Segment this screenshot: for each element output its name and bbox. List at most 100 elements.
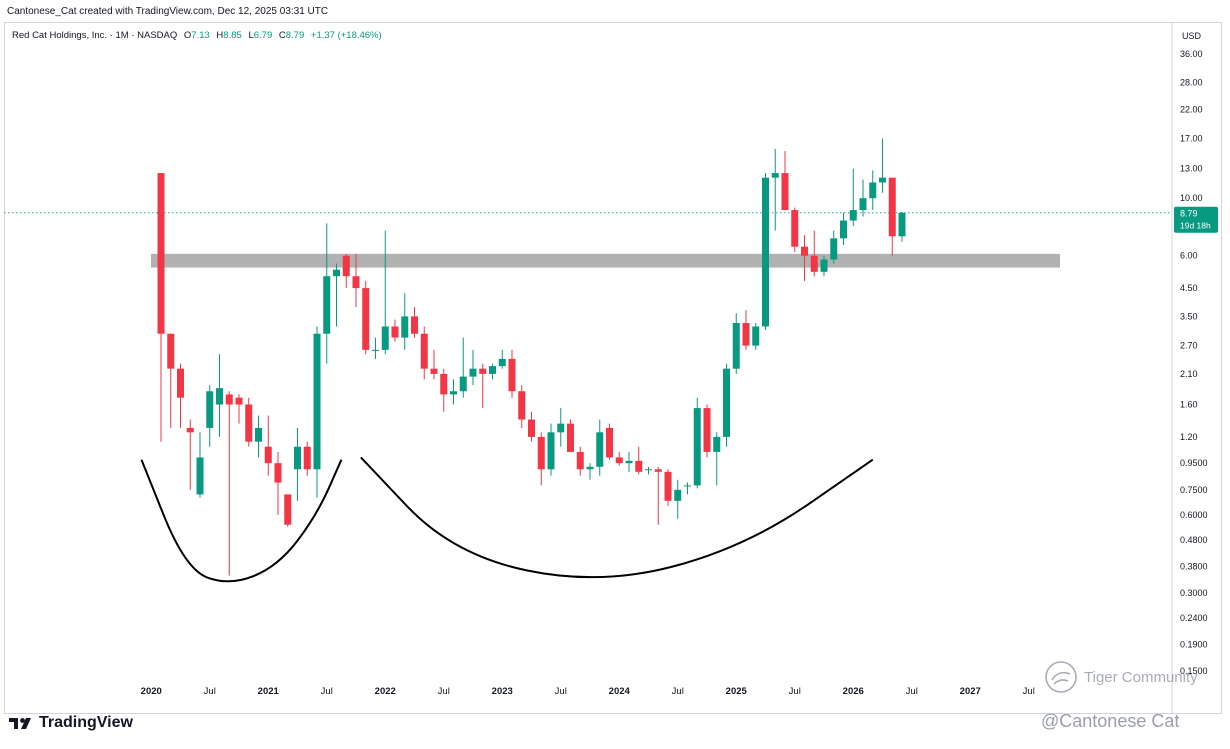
candle-body	[742, 323, 750, 346]
candle-body	[284, 494, 292, 525]
candle-body	[440, 373, 448, 395]
price-tick-label: 2.70	[1180, 341, 1198, 351]
cup-pattern-curve	[140, 459, 343, 583]
time-tick-label: 2025	[726, 686, 748, 697]
price-tick-label: 3.50	[1180, 311, 1198, 321]
price-tick-label: 10.00	[1180, 193, 1203, 203]
candle-body	[381, 326, 389, 350]
price-tick-label: 0.7500	[1180, 485, 1208, 495]
time-tick-label: Jul	[204, 686, 216, 697]
watermark-text: Tiger Community	[1084, 668, 1198, 686]
candle-body	[771, 173, 779, 178]
candle-body	[586, 466, 594, 470]
time-tick-label: Jul	[555, 686, 567, 697]
symbol-legend: Red Cat Holdings, Inc. · 1M · NASDAQ O7.…	[12, 30, 382, 41]
candle-body	[606, 427, 613, 458]
candle-body	[869, 182, 877, 199]
candle-body	[303, 446, 311, 470]
symbol-name[interactable]: Red Cat Holdings, Inc. · 1M · NASDAQ	[12, 30, 178, 41]
candle-body	[557, 423, 565, 433]
candle-body	[216, 388, 223, 405]
candle-body	[489, 366, 496, 374]
candle-body	[342, 255, 350, 277]
candle-body	[245, 404, 253, 442]
time-tick-label: Jul	[438, 686, 450, 697]
price-tick-label: 2.10	[1180, 369, 1198, 379]
candle-body	[528, 419, 535, 437]
candle-body	[294, 446, 301, 470]
candle-body	[362, 288, 370, 350]
price-tick-label: 1.60	[1180, 400, 1198, 410]
candle-body	[518, 391, 526, 420]
candle-body	[157, 173, 165, 334]
price-tick-label: 0.1500	[1180, 666, 1208, 676]
open-label: O	[183, 30, 192, 41]
currency-label: USD	[1182, 31, 1202, 41]
candle-body	[225, 394, 233, 405]
candle-body	[732, 323, 740, 369]
time-tick-label: Jul	[321, 686, 333, 697]
candle-body	[888, 177, 896, 237]
candle-body	[391, 326, 399, 338]
candle-body	[752, 326, 760, 346]
candle-body	[479, 368, 487, 374]
tiger-community-icon	[1045, 661, 1077, 693]
candle-body	[411, 316, 418, 334]
change-value: +1.37 (+18.46%)	[310, 30, 382, 41]
candle-body	[420, 333, 428, 369]
candle-body	[508, 358, 516, 392]
candle-body	[469, 368, 477, 377]
candle-body	[547, 432, 555, 470]
high-value: 8.85	[223, 30, 242, 41]
candle-body	[713, 436, 721, 452]
candle-body	[645, 469, 652, 471]
candle-body	[537, 436, 545, 470]
candle-body	[596, 432, 604, 467]
price-tick-label: 1.20	[1180, 432, 1198, 442]
brand-name: TradingView	[39, 714, 133, 731]
time-tick-label: 2022	[375, 686, 396, 697]
candle-body	[206, 391, 214, 428]
price-tick-label: 0.1900	[1180, 639, 1208, 649]
last-price-label: 8.79	[1180, 209, 1198, 219]
time-tick-label: Jul	[789, 686, 801, 697]
candle-body	[664, 471, 672, 501]
time-tick-label: 2021	[258, 686, 280, 697]
candle-body	[830, 238, 838, 260]
candle-body	[879, 177, 886, 183]
low-label: L	[248, 30, 254, 41]
candle-body	[810, 255, 818, 272]
candle-body	[723, 368, 730, 437]
tradingview-logo[interactable]: TradingView	[9, 714, 133, 732]
candle-body	[898, 212, 906, 237]
author-handle: @Cantonese Cat	[1041, 711, 1180, 731]
candle-body	[684, 485, 691, 487]
candle-body	[186, 427, 194, 433]
candle-body	[781, 173, 789, 211]
price-tick-label: 0.3000	[1180, 588, 1208, 598]
last-price-tag	[1174, 206, 1218, 233]
watermark: Tiger Community	[1044, 660, 1198, 694]
price-tick-label: 17.00	[1180, 133, 1203, 143]
candle-body	[235, 397, 243, 405]
candle-body	[567, 423, 574, 452]
candle-body	[450, 391, 457, 395]
price-tick-label: 0.6000	[1180, 510, 1208, 520]
candle-body	[849, 210, 857, 221]
time-tick-label: Jul	[906, 686, 918, 697]
close-label: C	[278, 30, 286, 41]
candle-body	[167, 333, 175, 369]
resistance-band	[151, 253, 1060, 268]
candle-body	[693, 408, 701, 486]
candle-body	[177, 368, 184, 398]
price-tick-label: 0.3800	[1180, 561, 1208, 571]
price-tick-label: 36.00	[1180, 49, 1203, 59]
tradingview-logo-icon	[9, 718, 31, 729]
candle-body	[264, 446, 272, 464]
price-tick-label: 13.00	[1180, 164, 1203, 174]
high-label: H	[216, 30, 224, 41]
candle-body	[801, 246, 808, 256]
chart-frame	[4, 22, 1222, 714]
candle-body	[430, 368, 438, 374]
